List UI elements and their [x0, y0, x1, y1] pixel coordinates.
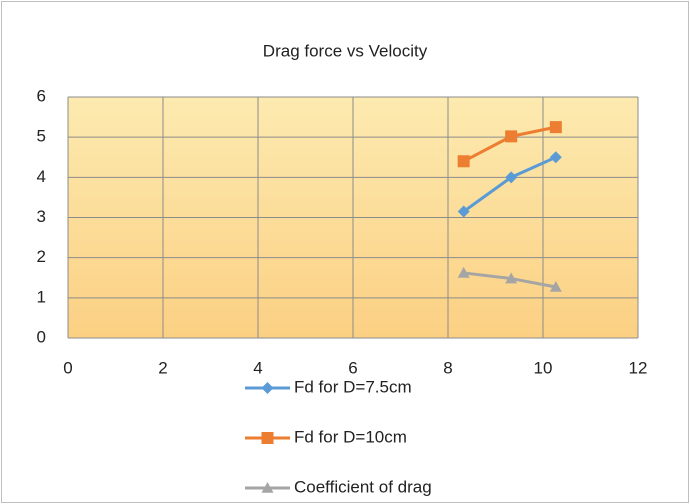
y-tick-label: 4 — [37, 167, 46, 186]
marker — [549, 280, 562, 292]
y-tick-label: 2 — [37, 247, 46, 266]
legend-marker — [261, 382, 274, 394]
legend-marker — [261, 482, 274, 493]
x-tick-label: 2 — [158, 358, 167, 377]
marker — [457, 205, 470, 218]
x-tick-label: 10 — [534, 358, 553, 377]
y-tick-label: 3 — [37, 207, 46, 226]
marker — [505, 171, 518, 184]
x-tick-label: 8 — [443, 358, 452, 377]
marker — [457, 266, 470, 278]
marker — [505, 130, 518, 143]
y-tick-label: 5 — [37, 127, 46, 146]
y-tick-label: 0 — [37, 327, 46, 346]
x-tick-label: 4 — [253, 358, 262, 377]
legend-marker — [261, 432, 274, 444]
chart-title: Drag force vs Velocity — [263, 41, 428, 60]
legend-label: Coefficient of drag — [294, 477, 432, 496]
legend-label: Fd for D=7.5cm — [294, 377, 412, 396]
x-tick-label: 6 — [348, 358, 357, 377]
y-tick-label: 6 — [37, 86, 46, 105]
y-tick-label: 1 — [37, 287, 46, 306]
marker — [505, 272, 518, 284]
marker — [549, 121, 562, 134]
x-tick-label: 12 — [629, 358, 648, 377]
legend-label: Fd for D=10cm — [294, 427, 407, 446]
x-tick-label: 0 — [63, 358, 72, 377]
marker — [549, 151, 562, 164]
marker — [457, 155, 470, 168]
